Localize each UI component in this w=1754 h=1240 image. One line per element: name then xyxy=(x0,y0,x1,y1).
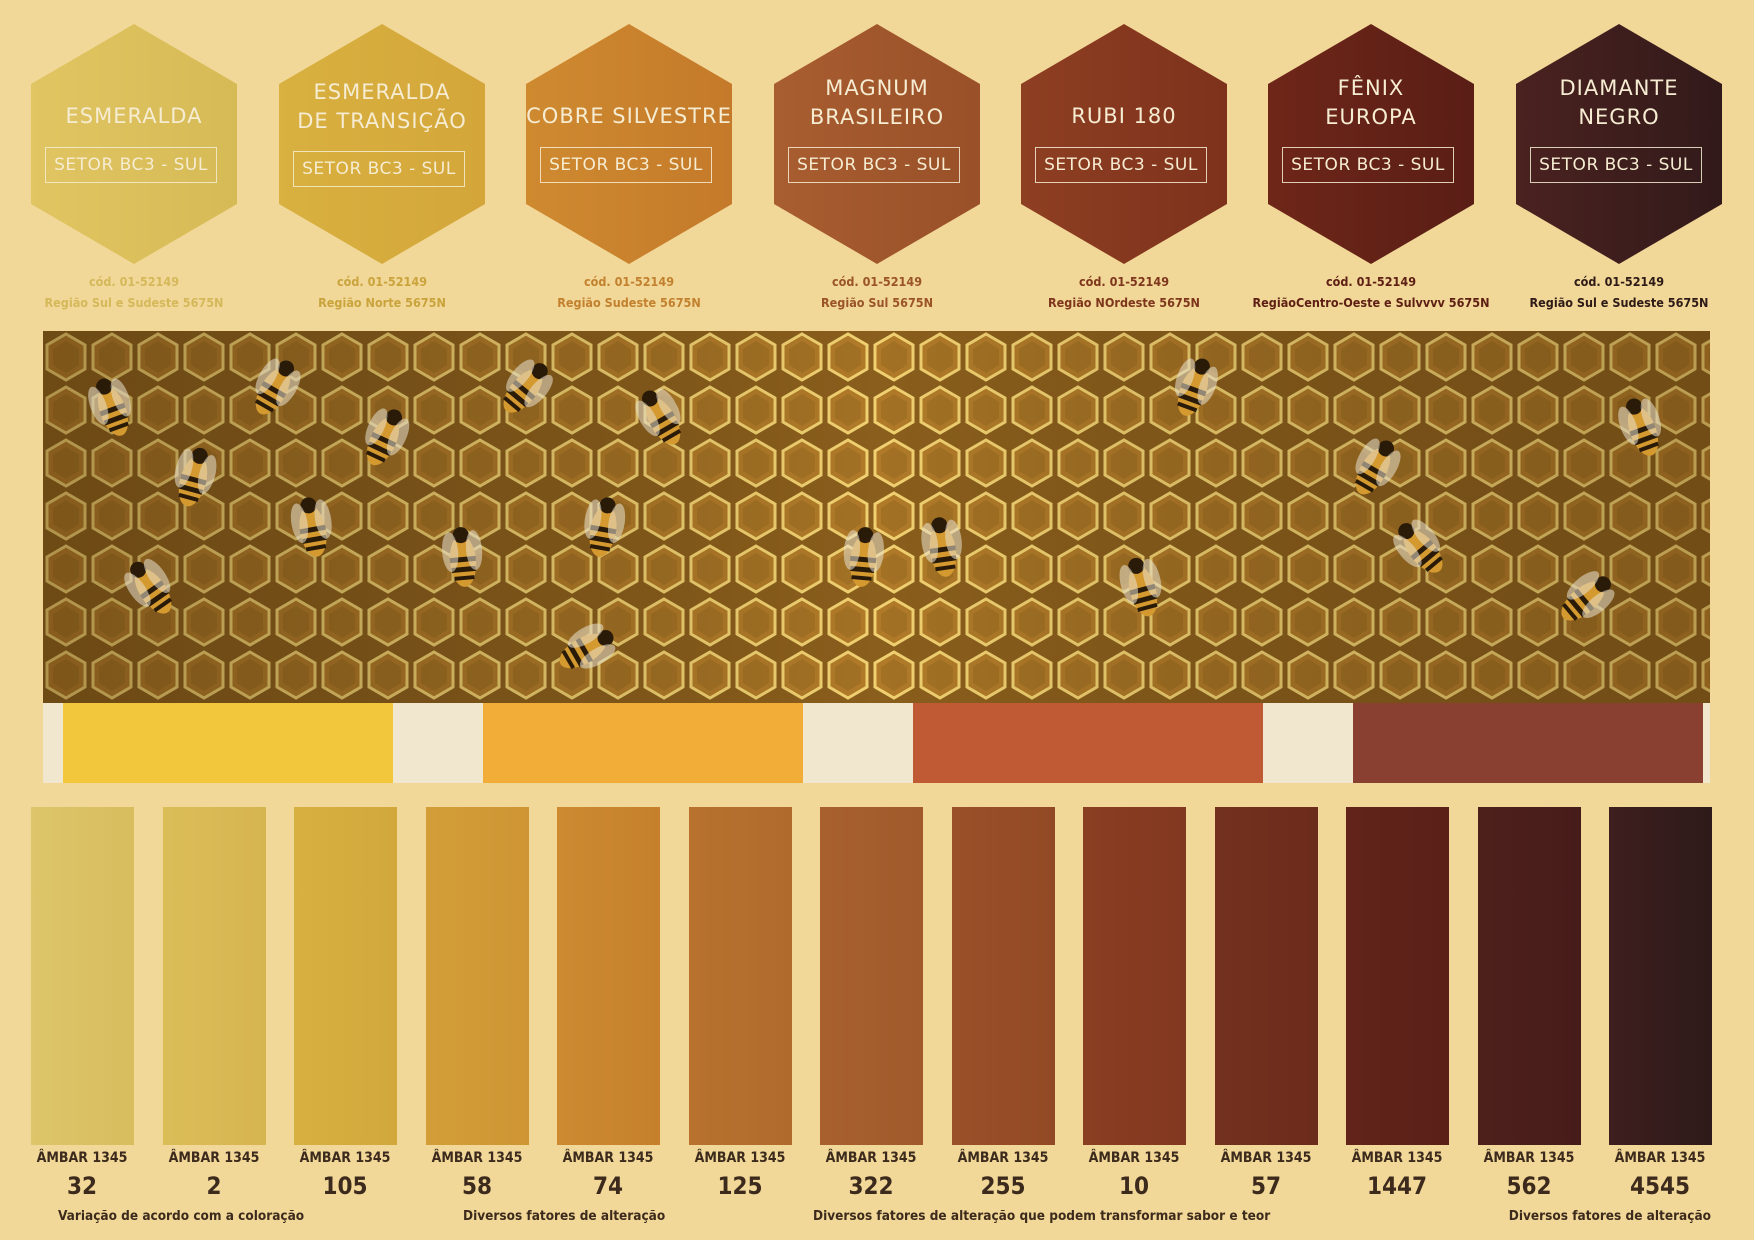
amber-color-swatch xyxy=(952,807,1055,1145)
honey-type-sector: SETOR BC3 - SUL xyxy=(293,151,465,187)
honey-type-sector: SETOR BC3 - SUL xyxy=(1282,147,1454,183)
honey-type-name: RUBI 180 xyxy=(1071,104,1177,128)
honey-type-code: cód. 01-52149 Região Sudeste 5675N xyxy=(499,271,759,313)
honey-type-code: cód. 01-52149 Região Sul e Sudeste 5675N xyxy=(1489,271,1749,313)
honey-type-code-number: cód. 01-52149 xyxy=(88,274,180,289)
amber-swatch-value: 562 xyxy=(1506,1172,1552,1200)
amber-color-swatch xyxy=(31,807,134,1145)
honey-type-hexagon: RUBI 180 SETOR BC3 - SUL xyxy=(1021,24,1227,264)
amber-swatch-label: ÂMBAR 1345 xyxy=(1220,1150,1312,1166)
honey-type-name: COBRE SILVESTRE xyxy=(526,104,732,128)
honey-type-name: DIAMANTE xyxy=(1559,76,1679,100)
amber-swatch-label: ÂMBAR 1345 xyxy=(168,1150,260,1166)
honey-type-code-number: cód. 01-52149 xyxy=(583,274,675,289)
amber-swatch-label: ÂMBAR 1345 xyxy=(957,1150,1049,1166)
honey-type-sector: SETOR BC3 - SUL xyxy=(45,147,217,183)
amber-swatch-value: 57 xyxy=(1250,1172,1282,1200)
amber-swatch-label: ÂMBAR 1345 xyxy=(1614,1150,1706,1166)
honey-type-region: Região Sul e Sudeste 5675N xyxy=(1529,295,1709,310)
honey-type-region: RegiãoCentro-Oeste e Sulvvvv 5675N xyxy=(1252,295,1490,310)
amber-swatch-label: ÂMBAR 1345 xyxy=(1088,1150,1180,1166)
honey-type-code: cód. 01-52149 Região Norte 5675N xyxy=(252,271,512,313)
amber-color-swatch xyxy=(1083,807,1186,1145)
amber-swatch-label: ÂMBAR 1345 xyxy=(1351,1150,1443,1166)
honey-type-hexagon: FÊNIX EUROPA SETOR BC3 - SUL xyxy=(1268,24,1474,264)
honey-type-code-number: cód. 01-52149 xyxy=(336,274,428,289)
honey-type-code: cód. 01-52149 Região NOrdeste 5675N xyxy=(994,271,1254,313)
honey-type-hexagon: ESMERALDA DE TRANSIÇÃO SETOR BC3 - SUL xyxy=(279,24,485,264)
honey-type-name: FÊNIX xyxy=(1337,76,1405,100)
honey-type-name: NEGRO xyxy=(1578,105,1660,129)
amber-color-swatch xyxy=(1215,807,1318,1145)
honey-type-name: ESMERALDA xyxy=(65,104,203,128)
amber-swatch-label: ÂMBAR 1345 xyxy=(562,1150,654,1166)
amber-color-swatch xyxy=(163,807,266,1145)
amber-color-swatch xyxy=(689,807,792,1145)
note-factors-flavor: Diversos fatores de alteração que podem … xyxy=(813,1208,1271,1224)
amber-swatch-label: ÂMBAR 1345 xyxy=(36,1150,128,1166)
amber-swatch-label: ÂMBAR 1345 xyxy=(431,1150,523,1166)
bees-honeycomb-photo xyxy=(43,331,1710,783)
honey-type-code-number: cód. 01-52149 xyxy=(1325,274,1417,289)
honey-type-hexagon: ESMERALDA SETOR BC3 - SUL xyxy=(31,24,237,264)
amber-swatch-value: 4545 xyxy=(1629,1172,1691,1200)
amber-swatch-value: 1447 xyxy=(1366,1172,1428,1200)
honey-type-hexagon: COBRE SILVESTRE SETOR BC3 - SUL xyxy=(526,24,732,264)
amber-color-swatch xyxy=(557,807,660,1145)
honey-type-region: Região Sudeste 5675N xyxy=(557,295,701,310)
honey-jars-image xyxy=(43,703,1710,783)
honey-type-region: Região NOrdeste 5675N xyxy=(1048,295,1200,310)
amber-swatch-value: 322 xyxy=(848,1172,894,1200)
honey-type-code-number: cód. 01-52149 xyxy=(1078,274,1170,289)
note-factors: Diversos fatores de alteração xyxy=(463,1208,666,1224)
honey-type-code: cód. 01-52149 RegiãoCentro-Oeste e Sulvvv… xyxy=(1241,271,1501,313)
honey-type-name: EUROPA xyxy=(1325,105,1417,129)
amber-swatch-value: 255 xyxy=(980,1172,1026,1200)
honey-type-hexagon: MAGNUM BRASILEIRO SETOR BC3 - SUL xyxy=(774,24,980,264)
honey-type-region: Região Sul 5675N xyxy=(821,295,933,310)
amber-swatch-value: 32 xyxy=(66,1172,98,1200)
amber-swatch-value: 74 xyxy=(592,1172,624,1200)
honey-type-region: Região Norte 5675N xyxy=(318,295,446,310)
honey-type-region: Região Sul e Sudeste 5675N xyxy=(44,295,224,310)
amber-color-swatch xyxy=(294,807,397,1145)
amber-swatch-value: 58 xyxy=(461,1172,493,1200)
amber-swatch-label: ÂMBAR 1345 xyxy=(299,1150,391,1166)
honey-type-sector: SETOR BC3 - SUL xyxy=(1035,147,1207,183)
amber-swatch-value: 10 xyxy=(1118,1172,1150,1200)
amber-swatch-label: ÂMBAR 1345 xyxy=(1483,1150,1575,1166)
amber-swatch-label: ÂMBAR 1345 xyxy=(825,1150,917,1166)
amber-color-swatch xyxy=(1478,807,1581,1145)
amber-color-swatch xyxy=(1609,807,1712,1145)
amber-swatch-value: 2 xyxy=(206,1172,222,1200)
honey-type-hexagon: DIAMANTE NEGRO SETOR BC3 - SUL xyxy=(1516,24,1722,264)
honey-type-sector: SETOR BC3 - SUL xyxy=(1530,147,1702,183)
note-coloration: Variação de acordo com a coloração xyxy=(58,1208,305,1224)
honeycomb-image xyxy=(43,331,1710,703)
honey-type-code-number: cód. 01-52149 xyxy=(831,274,923,289)
note-factors-end: Diversos fatores de alteração xyxy=(1508,1208,1711,1224)
honey-type-code: cód. 01-52149 Região Sul e Sudeste 5675N xyxy=(4,271,264,313)
honey-type-name: MAGNUM xyxy=(825,76,929,100)
amber-swatch-value: 125 xyxy=(717,1172,763,1200)
amber-color-swatch xyxy=(426,807,529,1145)
amber-color-swatch xyxy=(820,807,923,1145)
amber-swatch-value: 105 xyxy=(322,1172,368,1200)
honey-type-code: cód. 01-52149 Região Sul 5675N xyxy=(747,271,1007,313)
honey-type-name: BRASILEIRO xyxy=(809,105,945,129)
honey-type-name: ESMERALDA xyxy=(313,80,451,104)
amber-swatch-label: ÂMBAR 1345 xyxy=(694,1150,786,1166)
honey-type-code-number: cód. 01-52149 xyxy=(1573,274,1665,289)
honey-type-sector: SETOR BC3 - SUL xyxy=(540,147,712,183)
amber-color-swatch xyxy=(1346,807,1449,1145)
honey-type-name: DE TRANSIÇÃO xyxy=(297,109,467,133)
honey-type-sector: SETOR BC3 - SUL xyxy=(788,147,960,183)
